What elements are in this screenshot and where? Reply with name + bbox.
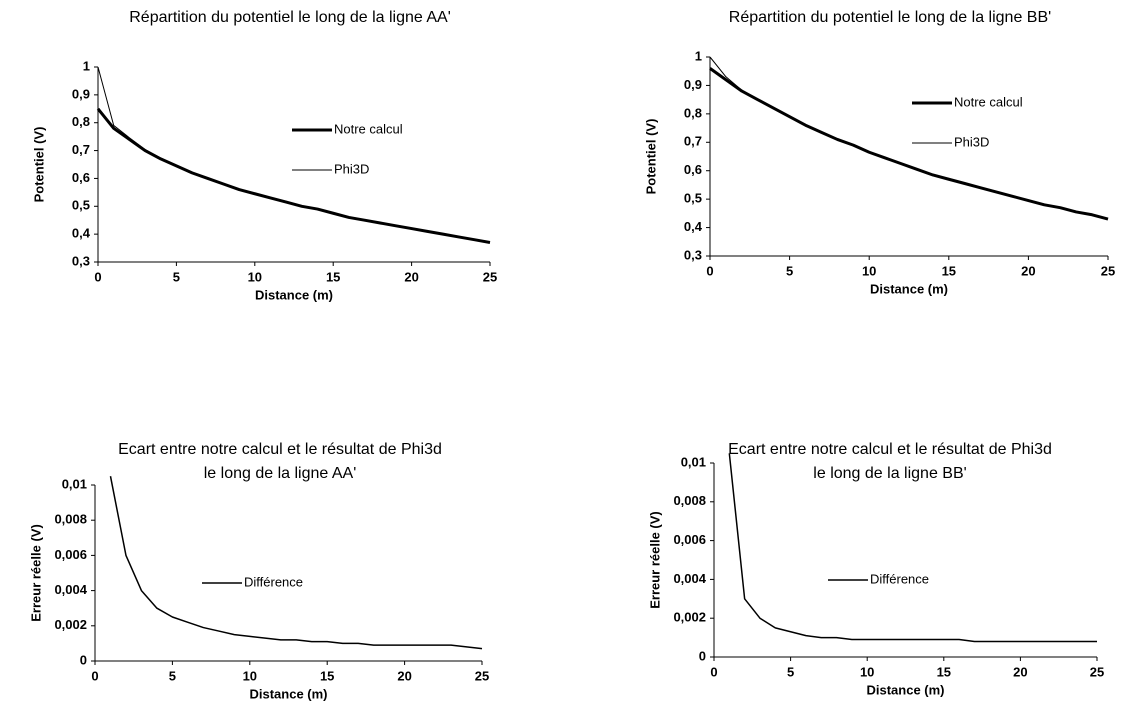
- y-axis-label: Potentiel (V): [31, 127, 46, 203]
- x-tick-label: 25: [475, 668, 489, 683]
- x-tick-label: 10: [248, 269, 262, 284]
- x-tick-label: 15: [937, 664, 951, 679]
- x-tick-label: 25: [483, 269, 497, 284]
- y-tick-label: 0,5: [684, 191, 702, 206]
- y-tick-label: 0,008: [673, 493, 706, 508]
- series-line: [728, 453, 1097, 643]
- y-tick-label: 0,4: [72, 226, 91, 241]
- y-axis-label: Potentiel (V): [643, 119, 658, 195]
- x-tick-label: 0: [94, 269, 101, 284]
- y-axis-label: Erreur réelle (V): [28, 524, 43, 622]
- chart-title: Répartition du potentiel le long de la l…: [729, 9, 1051, 26]
- y-tick-label: 1: [695, 48, 702, 63]
- y-tick-label: 0,7: [684, 134, 702, 149]
- y-tick-label: 1: [83, 58, 90, 73]
- x-axis-label: Distance (m): [255, 287, 333, 302]
- y-tick-label: 0,004: [673, 571, 706, 586]
- y-tick-label: 0,8: [684, 105, 702, 120]
- x-tick-label: 10: [862, 263, 876, 278]
- y-tick-label: 0,002: [673, 610, 706, 625]
- x-axis-label: Distance (m): [249, 686, 327, 701]
- y-tick-label: 0,9: [72, 86, 90, 101]
- y-tick-label: 0,7: [72, 142, 90, 157]
- x-tick-label: 5: [169, 668, 176, 683]
- x-tick-label: 10: [860, 664, 874, 679]
- x-tick-label: 20: [397, 668, 411, 683]
- series-line: [97, 66, 491, 243]
- x-tick-label: 0: [710, 664, 717, 679]
- x-tick-label: 20: [404, 269, 418, 284]
- legend-label: Différence: [870, 571, 929, 586]
- chart-title: Répartition du potentiel le long de la l…: [129, 9, 451, 26]
- x-tick-label: 0: [91, 668, 98, 683]
- chart-title: Ecart entre notre calcul et le résultat …: [118, 441, 442, 458]
- y-tick-label: 0,002: [54, 617, 87, 632]
- y-tick-label: 0,01: [62, 476, 87, 491]
- y-tick-label: 0,3: [72, 253, 90, 268]
- y-tick-label: 0,006: [54, 547, 87, 562]
- legend-label: Phi3D: [334, 161, 369, 176]
- x-tick-label: 25: [1090, 664, 1104, 679]
- x-tick-label: 10: [243, 668, 257, 683]
- chart-title: le long de la ligne BB': [813, 465, 966, 482]
- y-tick-label: 0,8: [72, 114, 90, 129]
- x-tick-label: 15: [326, 269, 340, 284]
- series-line: [109, 476, 483, 650]
- x-tick-label: 0: [706, 263, 713, 278]
- legend-label: Notre calcul: [334, 121, 403, 136]
- legend-label: Différence: [244, 574, 303, 589]
- x-tick-label: 25: [1101, 263, 1115, 278]
- y-tick-label: 0,004: [54, 582, 87, 597]
- y-tick-label: 0,4: [684, 219, 703, 234]
- y-tick-label: 0,008: [54, 512, 87, 527]
- y-axis-label: Erreur réelle (V): [647, 511, 662, 609]
- y-tick-label: 0: [80, 652, 87, 667]
- y-tick-label: 0,9: [684, 77, 702, 92]
- x-tick-label: 5: [786, 263, 793, 278]
- x-axis-label: Distance (m): [870, 281, 948, 296]
- x-tick-label: 20: [1021, 263, 1035, 278]
- y-tick-label: 0,006: [673, 532, 706, 547]
- series-line: [709, 67, 1109, 221]
- series-line: [709, 56, 1109, 220]
- x-tick-label: 20: [1013, 664, 1027, 679]
- y-tick-label: 0,01: [681, 454, 706, 469]
- y-tick-label: 0: [699, 648, 706, 663]
- legend-label: Notre calcul: [954, 94, 1023, 109]
- x-tick-label: 15: [320, 668, 334, 683]
- y-tick-label: 0,3: [684, 247, 702, 262]
- x-tick-label: 5: [787, 664, 794, 679]
- x-tick-label: 5: [173, 269, 180, 284]
- chart-title: le long de la ligne AA': [204, 465, 357, 482]
- x-tick-label: 15: [942, 263, 956, 278]
- y-tick-label: 0,5: [72, 198, 90, 213]
- legend-label: Phi3D: [954, 134, 989, 149]
- y-tick-label: 0,6: [684, 162, 702, 177]
- x-axis-label: Distance (m): [866, 682, 944, 697]
- y-tick-label: 0,6: [72, 170, 90, 185]
- chart-title: Ecart entre notre calcul et le résultat …: [728, 441, 1052, 458]
